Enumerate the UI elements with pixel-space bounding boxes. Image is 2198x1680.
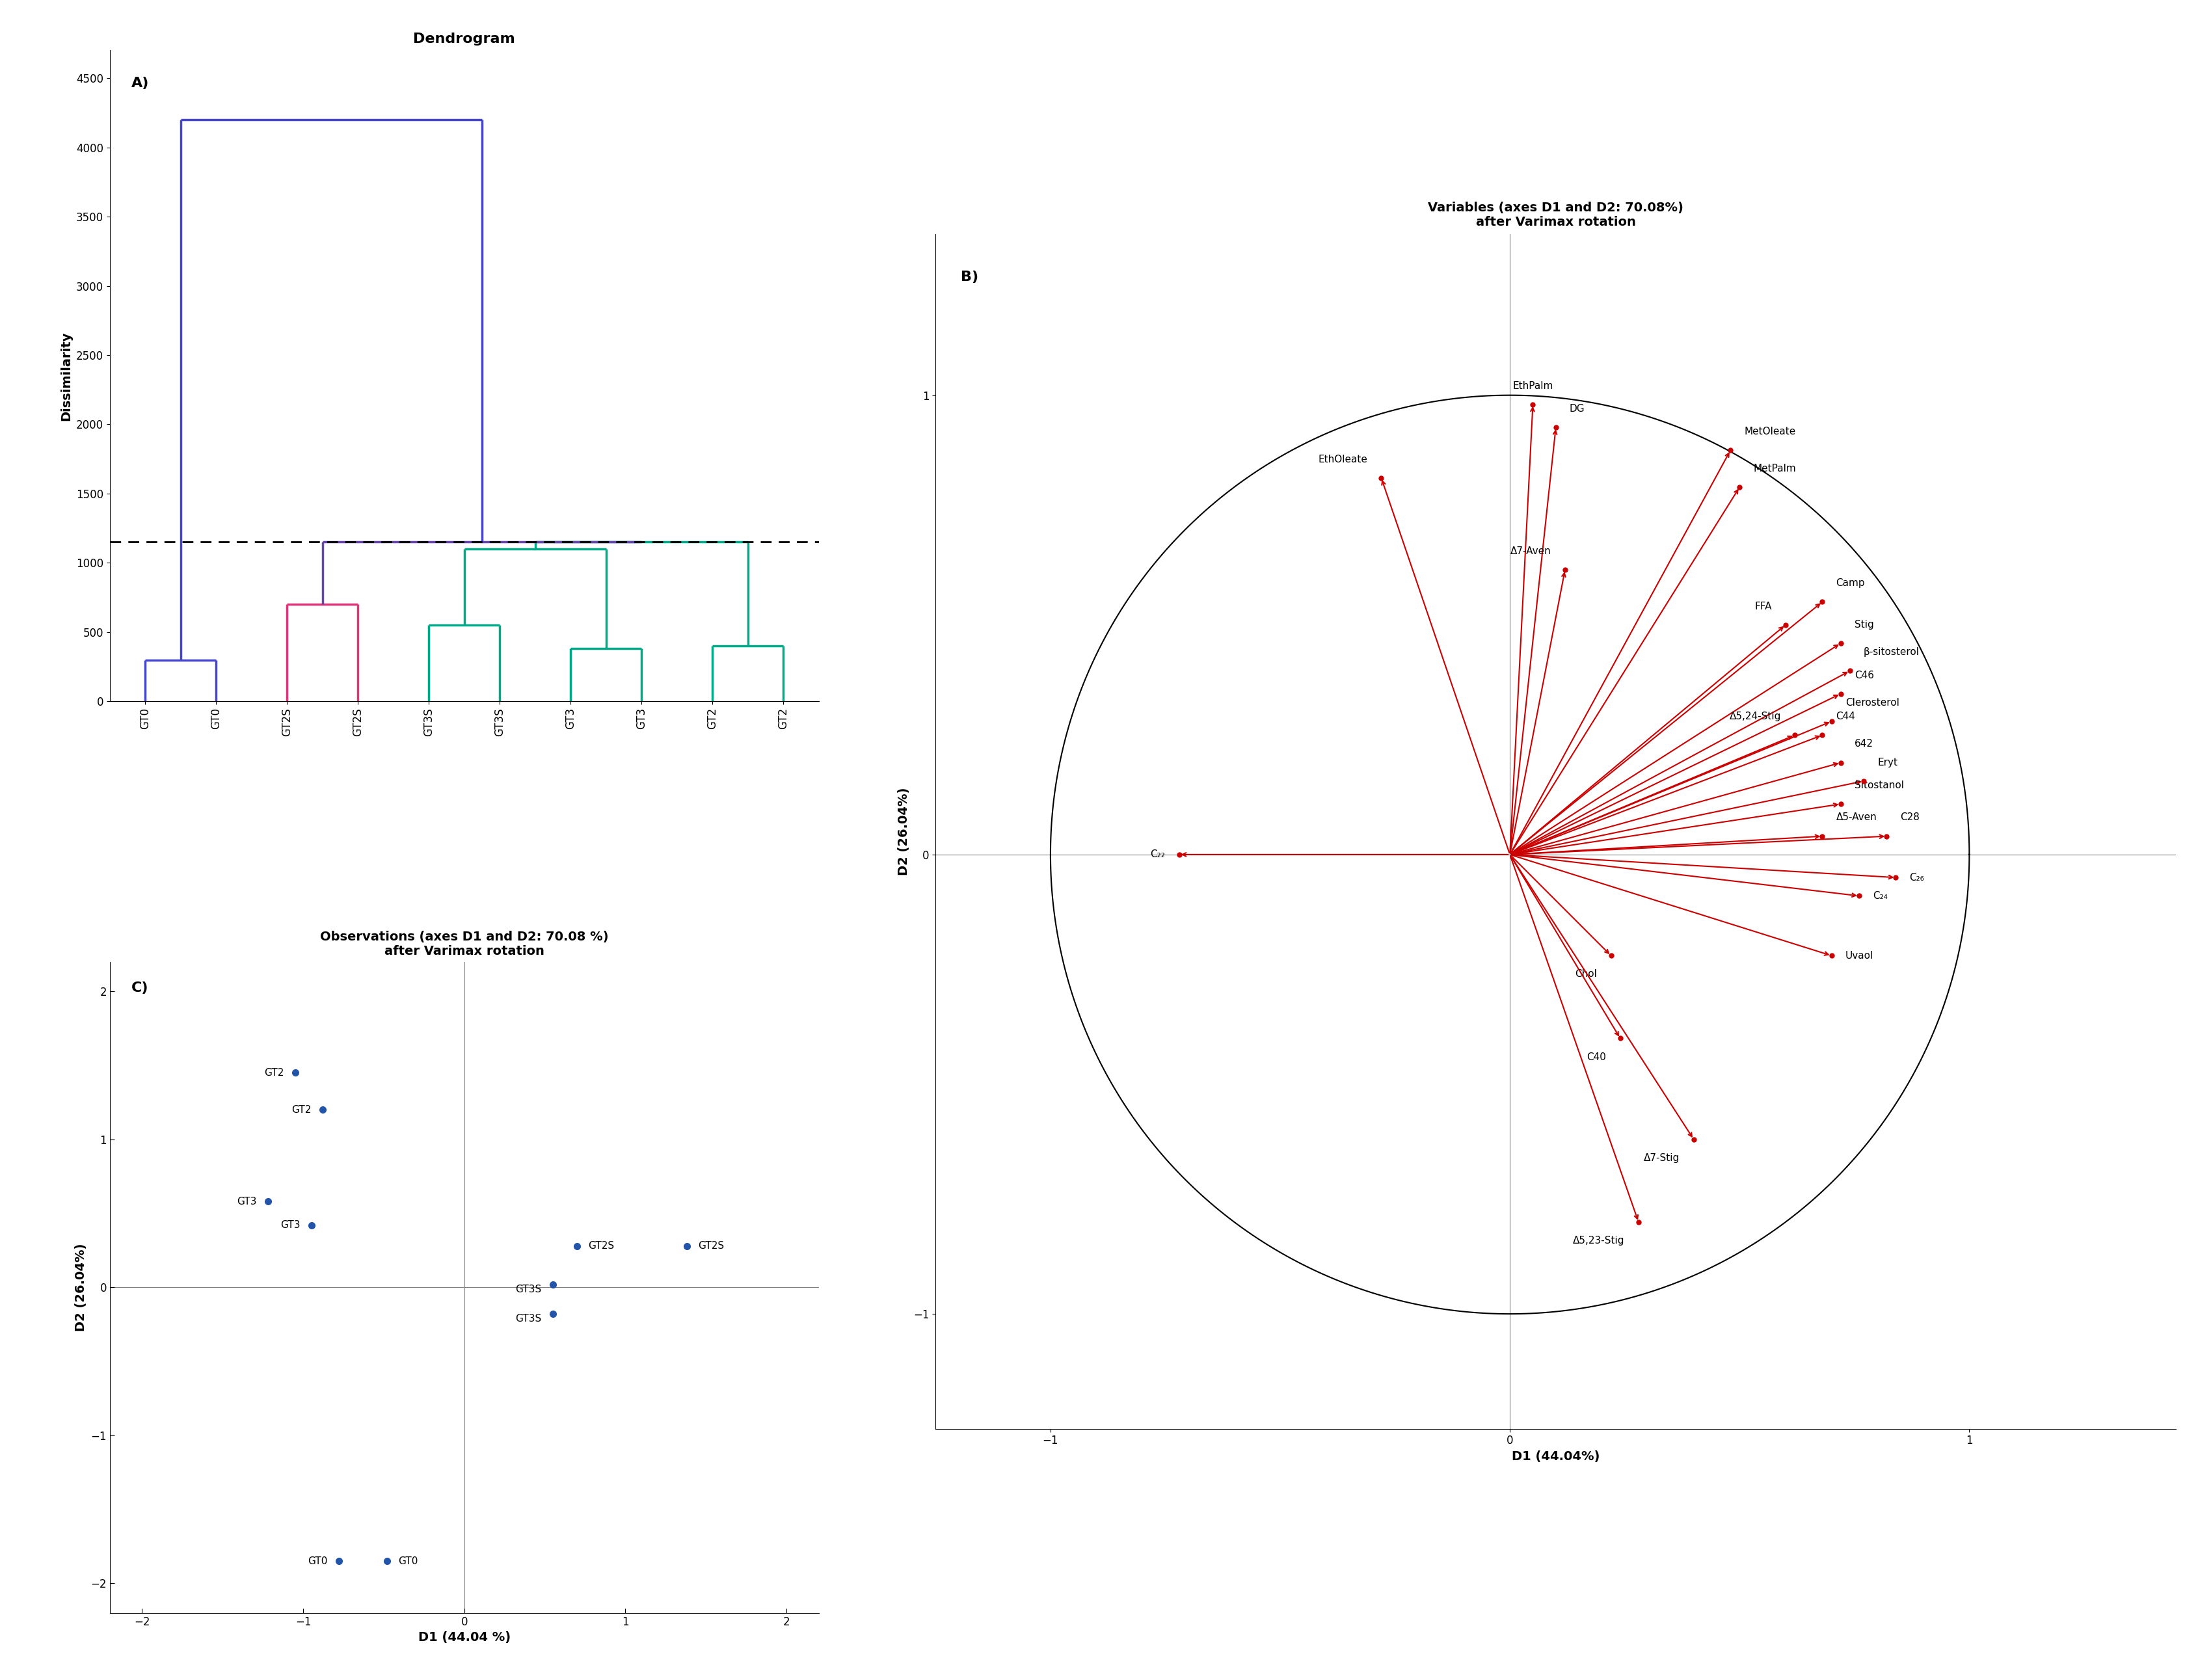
Text: C₂₆: C₂₆: [1910, 872, 1925, 882]
Text: β-sitosterol: β-sitosterol: [1864, 647, 1919, 657]
Text: GT0: GT0: [398, 1556, 418, 1566]
Text: C28: C28: [1901, 813, 1919, 823]
Text: C40: C40: [1587, 1052, 1607, 1062]
Y-axis label: Dissimilarity: Dissimilarity: [59, 331, 73, 420]
Title: Variables (axes D1 and D2: 70.08%)
after Varimax rotation: Variables (axes D1 and D2: 70.08%) after…: [1429, 202, 1684, 228]
Text: Eryt: Eryt: [1877, 758, 1897, 768]
X-axis label: D1 (44.04 %): D1 (44.04 %): [418, 1631, 510, 1643]
Text: MetOleate: MetOleate: [1745, 427, 1796, 437]
Text: C₂₄: C₂₄: [1873, 890, 1888, 900]
Text: GT3S: GT3S: [517, 1314, 541, 1324]
Text: Camp: Camp: [1835, 578, 1866, 588]
Text: GT3S: GT3S: [517, 1284, 541, 1294]
Text: A): A): [132, 77, 149, 89]
Text: GT0: GT0: [308, 1556, 328, 1566]
Text: C₂₂: C₂₂: [1150, 850, 1165, 860]
Y-axis label: D2 (26.04%): D2 (26.04%): [75, 1243, 88, 1331]
Text: Δ5,24-Stig: Δ5,24-Stig: [1730, 712, 1780, 721]
Text: DG: DG: [1569, 403, 1585, 413]
Y-axis label: D2 (26.04%): D2 (26.04%): [897, 788, 910, 875]
Text: Stig: Stig: [1855, 620, 1873, 630]
Text: GT2S: GT2S: [589, 1242, 615, 1250]
Text: GT3: GT3: [237, 1196, 257, 1206]
Text: GT2: GT2: [264, 1068, 284, 1077]
Text: Δ5,23-Stig: Δ5,23-Stig: [1574, 1236, 1624, 1245]
Text: EthPalm: EthPalm: [1512, 381, 1554, 391]
X-axis label: D1 (44.04%): D1 (44.04%): [1512, 1450, 1600, 1463]
Title: Dendrogram: Dendrogram: [413, 34, 514, 45]
Text: MetPalm: MetPalm: [1754, 464, 1796, 474]
Text: B): B): [961, 270, 978, 284]
Text: C44: C44: [1835, 712, 1855, 721]
Text: GT3: GT3: [279, 1220, 299, 1230]
Text: Sitostanol: Sitostanol: [1855, 781, 1903, 790]
Text: Δ7-Stig: Δ7-Stig: [1644, 1152, 1679, 1163]
Text: Uvaol: Uvaol: [1846, 951, 1873, 961]
Text: EthOleate: EthOleate: [1319, 454, 1367, 464]
Text: Chol: Chol: [1576, 969, 1598, 979]
Text: 642: 642: [1855, 739, 1873, 749]
Text: Clerosterol: Clerosterol: [1846, 697, 1899, 707]
Text: GT2S: GT2S: [699, 1242, 723, 1250]
Title: Observations (axes D1 and D2: 70.08 %)
after Varimax rotation: Observations (axes D1 and D2: 70.08 %) a…: [321, 931, 609, 958]
Text: C): C): [132, 981, 149, 995]
Text: GT2: GT2: [292, 1105, 312, 1114]
Text: FFA: FFA: [1754, 601, 1772, 612]
Text: Δ5-Aven: Δ5-Aven: [1835, 813, 1877, 823]
Text: C46: C46: [1855, 670, 1875, 680]
Text: Δ7-Aven: Δ7-Aven: [1510, 546, 1552, 556]
